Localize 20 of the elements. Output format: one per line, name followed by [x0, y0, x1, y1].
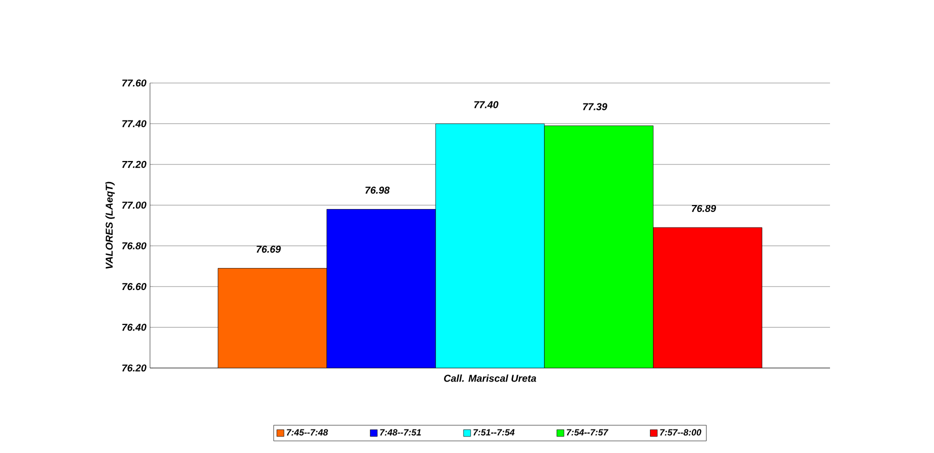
y-tick-label: 77.40	[122, 120, 146, 128]
data-label: 76.89	[692, 204, 716, 212]
y-axis-title: VALORES (LAeqT)	[105, 182, 115, 269]
legend-label: 7:45--7:48	[286, 429, 328, 436]
data-label: 76.98	[365, 186, 390, 194]
legend-label: 7:51--7:54	[473, 429, 515, 436]
legend-label: 7:48--7:51	[380, 429, 421, 436]
y-tick-label: 77.00	[122, 202, 146, 209]
y-tick-label: 76.20	[122, 364, 146, 372]
legend-label: 7:54--7:57	[566, 429, 608, 436]
y-tick-label: 77.60	[122, 79, 146, 87]
y-tick-label: 76.40	[122, 324, 146, 331]
data-label: 76.69	[256, 246, 281, 253]
legend-label: 7:57--8:00	[660, 429, 702, 436]
data-label: 77.40	[474, 101, 498, 108]
y-tick-label: 77.20	[122, 160, 146, 168]
y-tick-label: 76.60	[122, 283, 146, 290]
y-tick-label: 76.80	[122, 242, 146, 250]
x-tick-label: Call. Mariscal Ureta	[444, 374, 536, 382]
data-label: 77.39	[583, 103, 608, 110]
